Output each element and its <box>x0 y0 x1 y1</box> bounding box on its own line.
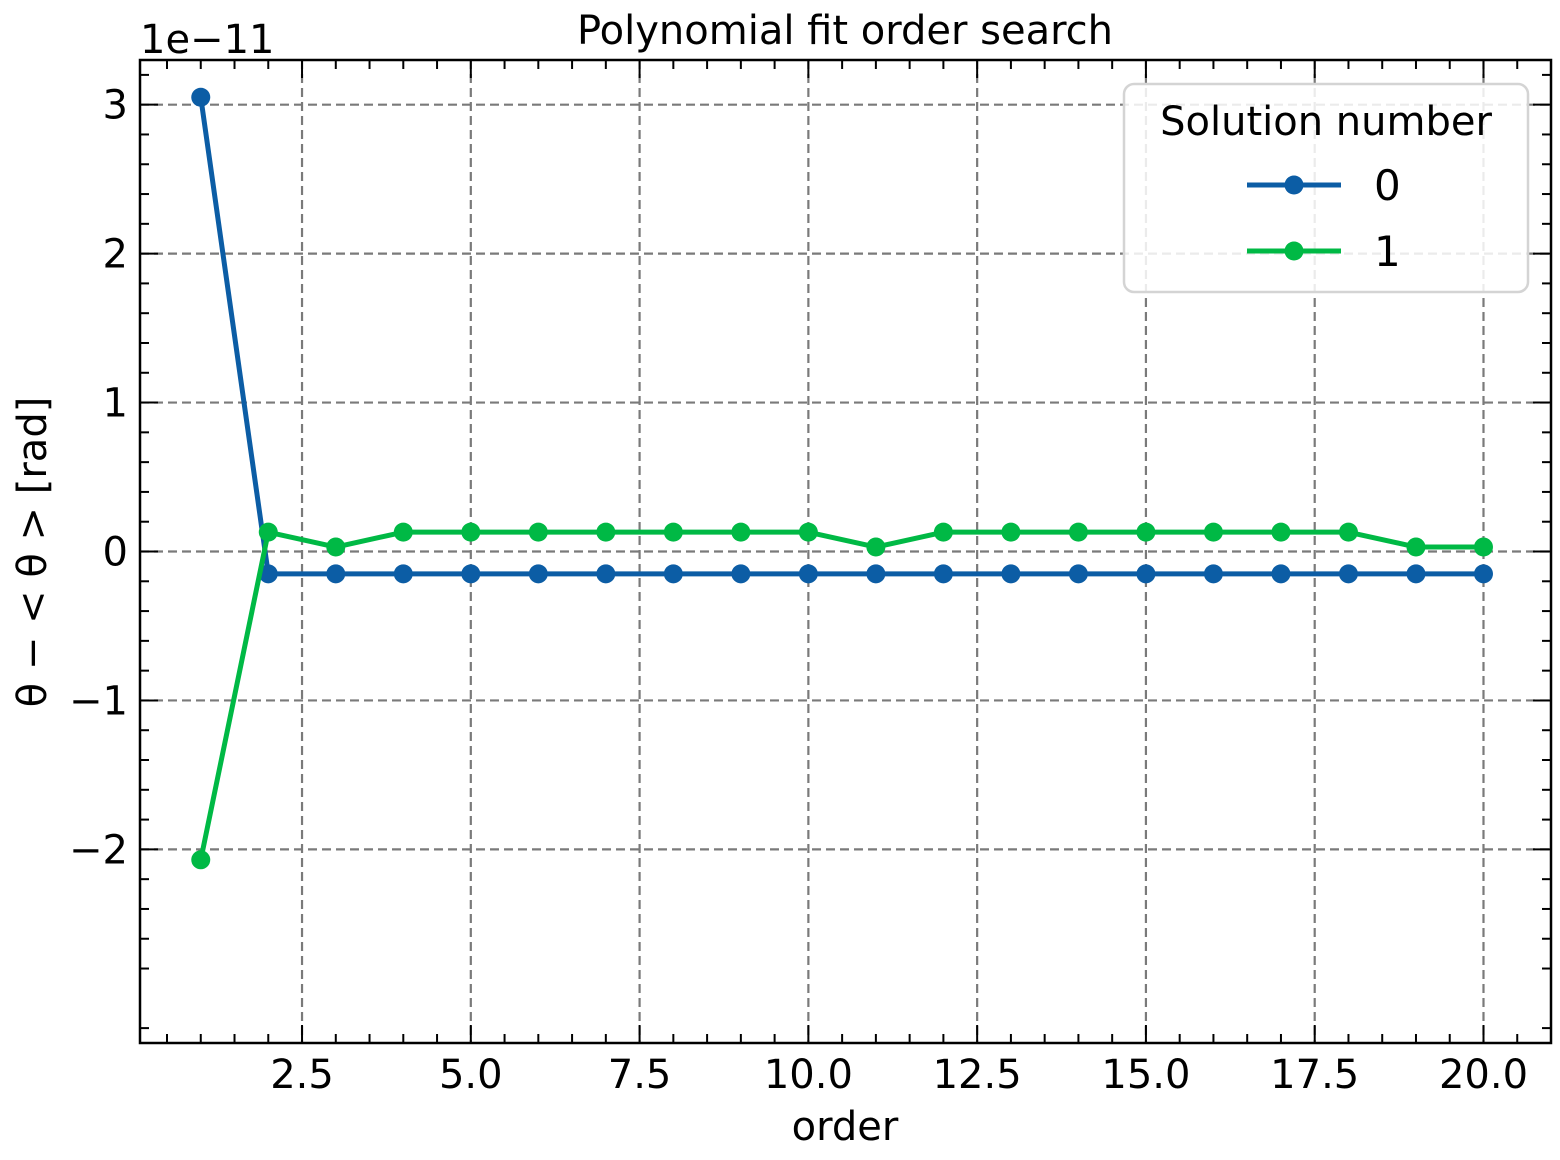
data-point-series-1 <box>191 850 211 870</box>
data-point-series-0 <box>798 564 818 584</box>
y-tick-label: 2 <box>103 232 128 278</box>
x-tick-label: 17.5 <box>1270 1052 1359 1098</box>
x-tick-label: 20.0 <box>1439 1052 1528 1098</box>
data-point-series-0 <box>393 564 413 584</box>
grid-lines <box>140 60 1551 1043</box>
data-point-series-0 <box>1136 564 1156 584</box>
data-point-series-1 <box>1338 522 1358 542</box>
data-point-series-1 <box>933 522 953 542</box>
x-tick-label: 15.0 <box>1101 1052 1190 1098</box>
data-point-series-0 <box>1068 564 1088 584</box>
y-tick-label: 3 <box>103 83 128 129</box>
series-line-0 <box>198 96 1484 577</box>
x-tick-label: 5.0 <box>439 1052 503 1098</box>
legend-label-0: 0 <box>1374 161 1401 210</box>
chart-title: Polynomial fit order search <box>577 8 1113 54</box>
data-point-series-1 <box>1203 522 1223 542</box>
data-point-series-0 <box>326 564 346 584</box>
data-point-series-0 <box>933 564 953 584</box>
y-tick-label: −2 <box>69 827 128 873</box>
data-point-series-0 <box>1406 564 1426 584</box>
data-point-series-1 <box>1068 522 1088 542</box>
data-point-series-1 <box>1136 522 1156 542</box>
data-point-series-1 <box>731 522 751 542</box>
data-point-series-1 <box>393 522 413 542</box>
y-axis-label: θ − < θ > [rad] <box>10 397 56 708</box>
legend-entries: 01 <box>1247 161 1401 276</box>
series-layer <box>191 87 1493 870</box>
series-0 <box>191 87 1493 584</box>
data-point-series-1 <box>1001 522 1021 542</box>
data-point-series-0 <box>596 564 616 584</box>
legend-label-1: 1 <box>1374 227 1401 276</box>
x-tick-label: 7.5 <box>608 1052 672 1098</box>
data-point-series-0 <box>258 564 278 584</box>
y-tick-label: −1 <box>69 678 128 724</box>
data-point-series-0 <box>461 564 481 584</box>
series-1 <box>191 522 1493 870</box>
data-point-series-0 <box>528 564 548 584</box>
data-point-series-1 <box>258 522 278 542</box>
legend-box <box>1122 82 1530 294</box>
data-point-series-0 <box>1338 564 1358 584</box>
data-point-series-1 <box>1406 537 1426 557</box>
data-point-series-1 <box>1271 522 1291 542</box>
x-axis-label: order <box>792 1104 899 1150</box>
legend-marker-0 <box>1284 175 1304 195</box>
data-point-series-1 <box>596 522 616 542</box>
data-point-series-0 <box>1271 564 1291 584</box>
data-point-series-0 <box>1203 564 1223 584</box>
y-tick-label: 1 <box>103 381 128 427</box>
x-tick-label: 2.5 <box>270 1052 334 1098</box>
data-point-series-1 <box>528 522 548 542</box>
data-point-series-0 <box>1001 564 1021 584</box>
x-tick-label: 10.0 <box>764 1052 853 1098</box>
data-point-series-0 <box>191 87 211 107</box>
y-tick-label: 0 <box>103 530 128 576</box>
data-point-series-0 <box>731 564 751 584</box>
legend-title: Solution number <box>1160 99 1492 145</box>
data-point-series-1 <box>326 537 346 557</box>
series-line-1 <box>198 529 1484 861</box>
data-point-series-0 <box>866 564 886 584</box>
data-point-series-1 <box>1473 537 1493 557</box>
data-point-series-1 <box>663 522 683 542</box>
y-offset-text: 1e−11 <box>140 17 274 63</box>
plot-frame <box>138 58 1553 1045</box>
legend: Solution number 01 <box>1122 82 1530 294</box>
x-tick-label: 12.5 <box>933 1052 1022 1098</box>
data-point-series-0 <box>663 564 683 584</box>
axis-ticks <box>140 60 1551 1043</box>
data-point-series-1 <box>461 522 481 542</box>
legend-marker-1 <box>1284 241 1304 261</box>
data-point-series-1 <box>798 522 818 542</box>
data-point-series-0 <box>1473 564 1493 584</box>
data-point-series-1 <box>866 537 886 557</box>
